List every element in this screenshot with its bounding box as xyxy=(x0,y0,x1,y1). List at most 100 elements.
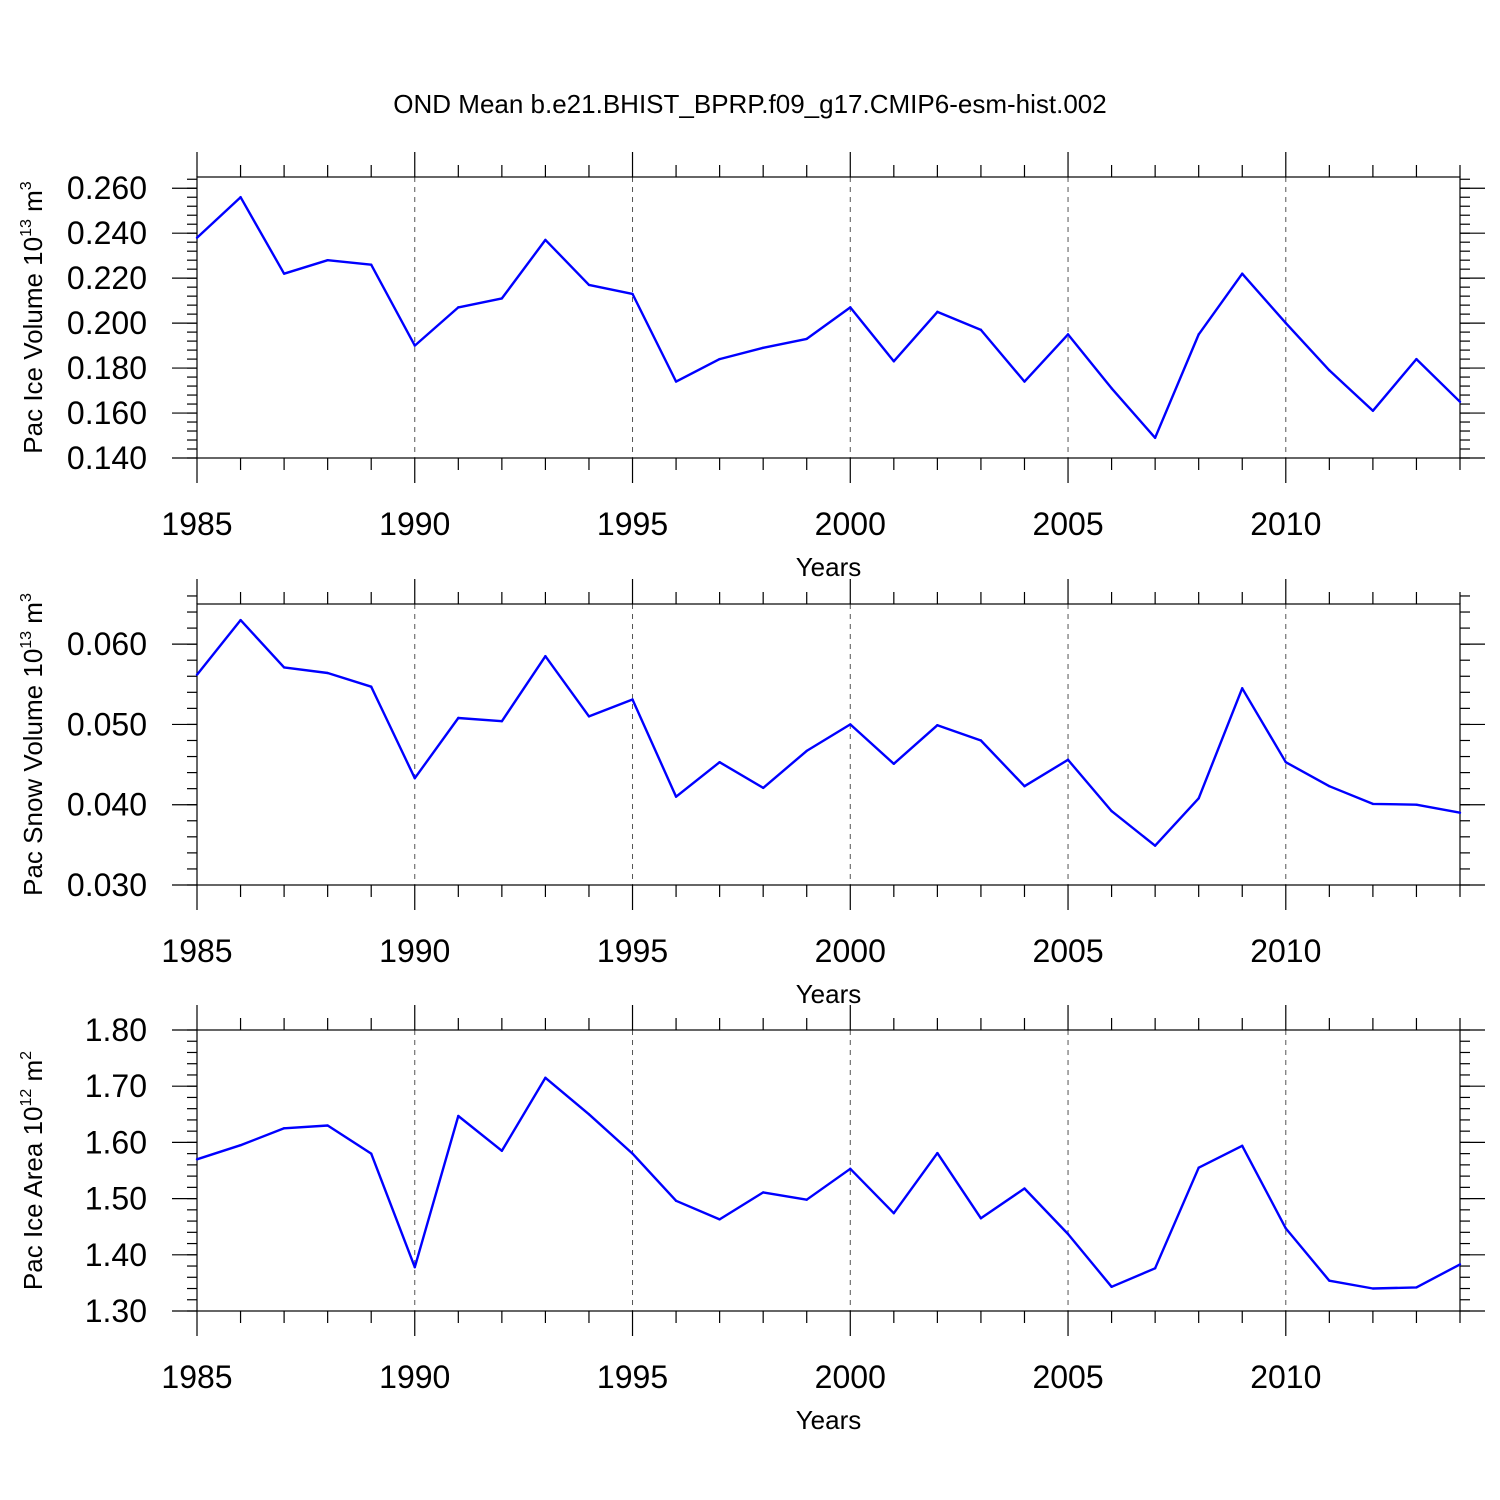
data-point xyxy=(413,1265,416,1269)
y-tick-label: 0.140 xyxy=(67,440,147,476)
y-tick-label: 0.030 xyxy=(67,867,147,903)
data-point xyxy=(979,739,983,742)
data-point xyxy=(1284,321,1287,325)
data-point xyxy=(805,337,808,341)
figure-title: OND Mean b.e21.BHIST_BPRP.f09_g17.CMIP6-… xyxy=(393,89,1106,119)
data-point xyxy=(370,263,373,266)
data-point xyxy=(1023,1187,1026,1190)
x-tick-label: 1995 xyxy=(597,1359,668,1395)
y-tick-label: 0.220 xyxy=(67,260,147,296)
data-point xyxy=(1023,380,1026,383)
y-tick-label: 1.50 xyxy=(85,1181,147,1217)
y-tick-label: 1.60 xyxy=(85,1124,147,1160)
panel-3: 1.30 1.40 1.50 1.60 1.70 1.80 1985 1990 1995 2000… xyxy=(18,1005,1485,1435)
x-tick-label: 2010 xyxy=(1250,1359,1321,1395)
data-point xyxy=(1284,760,1287,764)
data-point xyxy=(718,357,721,361)
data-point xyxy=(413,777,416,780)
data-point xyxy=(761,1191,765,1194)
data-point xyxy=(1110,387,1113,390)
data-point xyxy=(718,760,721,764)
data-point xyxy=(936,1151,939,1155)
plot-frame xyxy=(196,1029,1461,1312)
x-axis-label: Years xyxy=(796,979,862,1009)
x-tick-label: 1990 xyxy=(379,506,450,542)
data-point xyxy=(544,238,547,242)
data-point xyxy=(326,671,329,675)
data-point xyxy=(326,258,329,262)
data-point xyxy=(195,236,199,239)
panel-2: 0.030 0.040 0.050 0.060 1985 1990 1995 2000 2005… xyxy=(18,579,1485,1009)
data-point xyxy=(544,654,547,658)
data-point xyxy=(195,1158,199,1161)
x-tick-label: 2000 xyxy=(815,506,886,542)
data-point xyxy=(674,1199,678,1203)
data-point xyxy=(500,720,504,723)
data-point xyxy=(674,380,678,383)
x-tick-label: 2005 xyxy=(1032,933,1103,969)
data-point xyxy=(457,306,460,309)
data-point xyxy=(979,328,983,332)
data-point xyxy=(805,1198,808,1201)
y-tick-label: 0.260 xyxy=(67,170,147,206)
data-point xyxy=(1110,1285,1113,1289)
data-point xyxy=(1241,1144,1244,1147)
y-tick-label: 1.80 xyxy=(85,1012,147,1048)
panel-1: 0.140 0.160 0.180 0.200 0.220 0.240 0.260 1985 1… xyxy=(18,152,1485,582)
series-line-1 xyxy=(196,618,1461,847)
data-point xyxy=(195,673,199,676)
data-point xyxy=(805,749,808,753)
data-point xyxy=(892,1212,896,1215)
data-point xyxy=(587,283,591,287)
data-point xyxy=(326,1124,329,1127)
data-point xyxy=(544,1076,547,1079)
data-point xyxy=(1458,400,1462,403)
data-point xyxy=(1110,809,1113,813)
x-tick-label: 1985 xyxy=(161,933,232,969)
data-point xyxy=(936,724,939,727)
data-point xyxy=(587,715,591,718)
data-point xyxy=(631,698,634,701)
data-point xyxy=(1066,758,1070,761)
x-tick-label: 1995 xyxy=(597,506,668,542)
x-tick-label: 2000 xyxy=(815,1359,886,1395)
data-point xyxy=(239,1144,242,1147)
x-tick-label: 1990 xyxy=(379,933,450,969)
data-point xyxy=(282,1127,286,1130)
y-tick-label: 1.30 xyxy=(85,1293,147,1329)
plot-frame xyxy=(196,603,1461,886)
y-tick-label: 1.40 xyxy=(85,1237,147,1273)
data-point xyxy=(1328,785,1331,788)
y-tick-label: 0.180 xyxy=(67,350,147,386)
plot-frame xyxy=(196,176,1461,459)
data-point xyxy=(1371,409,1375,412)
data-point xyxy=(1415,1286,1418,1289)
data-point xyxy=(761,786,765,790)
data-point xyxy=(239,196,242,199)
data-point xyxy=(1415,803,1418,806)
data-point xyxy=(1066,333,1070,336)
x-axis-label: Years xyxy=(796,1405,862,1435)
data-point xyxy=(631,292,634,296)
data-point xyxy=(849,723,852,726)
x-tick-label: 1985 xyxy=(161,1359,232,1395)
x-tick-label: 2005 xyxy=(1032,1359,1103,1395)
data-point xyxy=(1153,1267,1157,1270)
y-tick-label: 0.040 xyxy=(67,787,147,823)
data-point xyxy=(1197,1166,1200,1169)
data-point xyxy=(674,795,678,798)
y-tick-label: 0.200 xyxy=(67,305,147,341)
data-point xyxy=(1197,797,1200,800)
data-point xyxy=(587,1113,591,1116)
x-tick-label: 2000 xyxy=(815,933,886,969)
y-axis-label: Pac Ice Area 1012 m2 xyxy=(18,1051,48,1290)
data-point xyxy=(849,306,852,309)
data-point xyxy=(1458,1263,1462,1266)
x-tick-label: 2010 xyxy=(1250,506,1321,542)
data-point xyxy=(1241,272,1244,275)
data-point xyxy=(1241,687,1244,690)
data-point xyxy=(1066,1232,1070,1236)
data-point xyxy=(761,346,765,350)
data-point xyxy=(370,685,373,688)
